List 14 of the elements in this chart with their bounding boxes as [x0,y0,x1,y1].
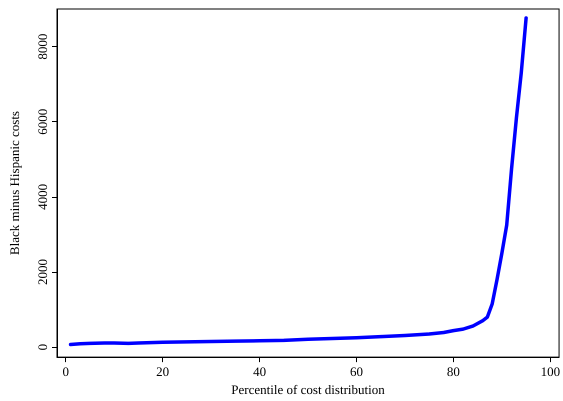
x-tick-label: 100 [540,364,560,380]
x-axis-title: Percentile of cost distribution [231,382,386,397]
y-tick-label: 0 [35,344,50,350]
y-tick-label: 8000 [35,34,50,60]
y-tick-label: 6000 [35,108,50,135]
x-tick-label: 60 [350,364,363,380]
x-tick-label: 20 [156,364,170,380]
y-axis-title: Black minus Hispanic costs [7,111,22,256]
y-tick-label: 4000 [35,184,50,210]
line-series [68,16,528,346]
x-tick-label: 40 [253,364,266,380]
x-tick-label: 80 [446,364,460,380]
y-tick-label: 2000 [35,259,50,285]
x-tick-label: 0 [62,364,69,380]
